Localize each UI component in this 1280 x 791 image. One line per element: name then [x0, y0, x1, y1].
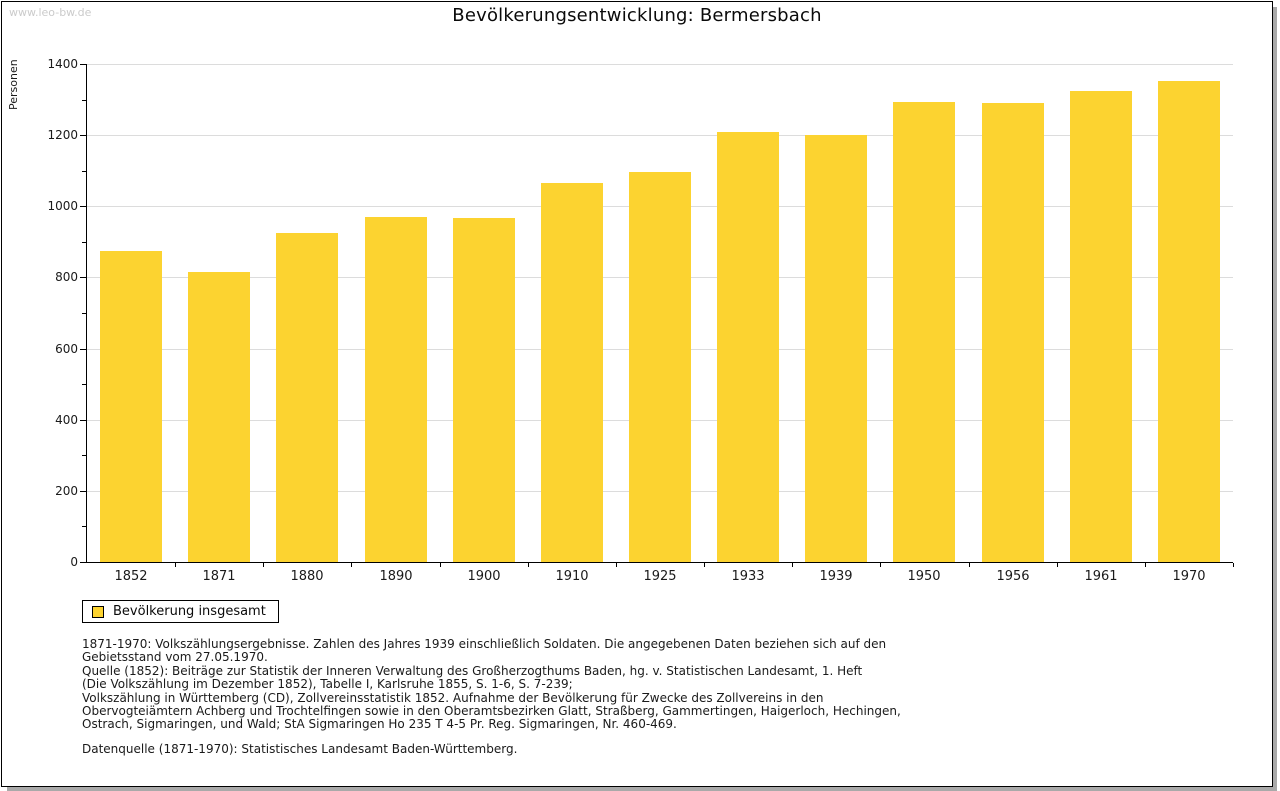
x-tick-8: [792, 563, 793, 567]
y-tick-label-400: 400: [55, 413, 78, 427]
x-tick-label-1910: 1910: [555, 569, 589, 584]
x-tick-label-1956: 1956: [996, 569, 1030, 584]
x-tick-10: [969, 563, 970, 567]
y-axis-line: [86, 64, 87, 563]
y-minor-tick-500: [82, 384, 86, 385]
x-tick-12: [1145, 563, 1146, 567]
footnote-line-7: Ostrach, Sigmaringen, und Wald; StA Sigm…: [82, 717, 677, 732]
bar-1961: [1070, 91, 1132, 562]
bar-1900: [453, 218, 515, 562]
y-tick-label-1000: 1000: [47, 199, 78, 213]
y-tick-label-600: 600: [55, 342, 78, 356]
x-tick-4: [440, 563, 441, 567]
footnote-line-2: Gebietsstand vom 27.05.1970.: [82, 650, 268, 665]
footnote-line-3: Quelle (1852): Beiträge zur Statistik de…: [82, 663, 863, 678]
x-tick-3: [351, 563, 352, 567]
y-tick-label-0: 0: [70, 555, 78, 569]
y-tick-label-200: 200: [55, 484, 78, 498]
legend: Bevölkerung insgesamt: [82, 600, 279, 623]
gridline-1400: [87, 64, 1233, 65]
x-tick-label-1852: 1852: [114, 569, 148, 584]
bar-1880: [276, 233, 338, 562]
y-tick-label-800: 800: [55, 270, 78, 284]
y-major-tick-200: [80, 491, 86, 492]
y-minor-tick-300: [82, 455, 86, 456]
x-tick-label-1880: 1880: [290, 569, 324, 584]
x-tick-6: [616, 563, 617, 567]
x-tick-5: [528, 563, 529, 567]
x-tick-label-1890: 1890: [379, 569, 413, 584]
y-tick-label-1200: 1200: [47, 128, 78, 142]
y-minor-tick-1300: [82, 100, 86, 101]
footnotes: 1871-1970: Volkszählungsergebnisse. Zahl…: [82, 637, 1262, 732]
x-tick-label-1871: 1871: [202, 569, 236, 584]
y-major-tick-400: [80, 420, 86, 421]
y-minor-tick-1100: [82, 171, 86, 172]
footnote-line-5: Volkszählung in Württemberg (CD), Zollve…: [82, 690, 824, 705]
x-tick-label-1950: 1950: [907, 569, 941, 584]
x-tick-label-1925: 1925: [643, 569, 677, 584]
footnote-line-6: Obervogteiämtern Achberg und Trochtelfin…: [82, 704, 901, 719]
bar-1939: [805, 135, 867, 562]
datasource-line: Datenquelle (1871-1970): Statistisches L…: [82, 742, 518, 756]
x-tick-11: [1057, 563, 1058, 567]
y-tick-label-1400: 1400: [47, 57, 78, 71]
footnote-line-1: 1871-1970: Volkszählungsergebnisse. Zahl…: [82, 637, 887, 651]
watermark-leo-bw: www.leo-bw.de: [9, 6, 92, 19]
footnote-line-4: (Die Volkszählung im Dezember 1852), Tab…: [82, 677, 573, 692]
x-tick-label-1939: 1939: [819, 569, 853, 584]
x-tick-label-1900: 1900: [467, 569, 501, 584]
gridline-1200: [87, 135, 1233, 136]
bar-1933: [717, 132, 779, 562]
x-axis-line: [86, 562, 1233, 563]
x-tick-1: [175, 563, 176, 567]
bar-1871: [188, 272, 250, 562]
y-minor-tick-700: [82, 313, 86, 314]
y-minor-tick-100: [82, 526, 86, 527]
y-major-tick-1400: [80, 64, 86, 65]
x-tick-9: [880, 563, 881, 567]
y-major-tick-600: [80, 349, 86, 350]
bar-1970: [1158, 81, 1220, 562]
x-tick-7: [704, 563, 705, 567]
x-tick-label-1970: 1970: [1172, 569, 1206, 584]
y-major-tick-0: [80, 562, 86, 563]
x-tick-13: [1233, 563, 1234, 567]
y-minor-tick-900: [82, 242, 86, 243]
x-tick-label-1933: 1933: [731, 569, 765, 584]
x-tick-label-1961: 1961: [1084, 569, 1118, 584]
y-major-tick-800: [80, 277, 86, 278]
chart-title: Bevölkerungsentwicklung: Bermersbach: [452, 5, 822, 26]
bar-1852: [100, 251, 162, 562]
bar-1925: [629, 172, 691, 562]
bar-1956: [982, 103, 1044, 562]
bar-1890: [365, 217, 427, 562]
y-major-tick-1200: [80, 135, 86, 136]
bar-1950: [893, 102, 955, 562]
y-major-tick-1000: [80, 206, 86, 207]
legend-label: Bevölkerung insgesamt: [113, 604, 266, 619]
x-tick-2: [263, 563, 264, 567]
bar-1910: [541, 183, 603, 562]
legend-swatch-icon: [92, 605, 104, 618]
